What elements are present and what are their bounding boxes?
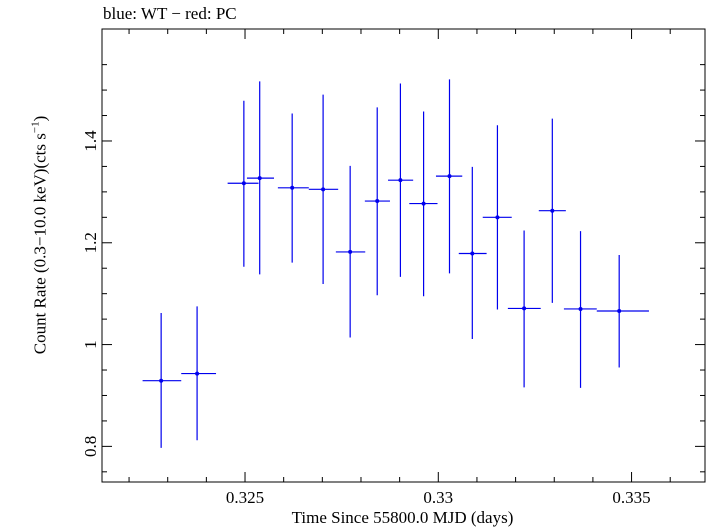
- point-marker: [257, 176, 262, 181]
- data-point: [596, 254, 649, 368]
- point-marker: [470, 251, 475, 256]
- point-marker: [241, 181, 246, 186]
- point-marker: [578, 306, 583, 311]
- point-marker: [195, 371, 200, 376]
- data-point: [181, 306, 217, 441]
- data-point: [507, 230, 541, 388]
- chart-title: blue: WT − red: PC: [103, 4, 237, 23]
- data-layer: [142, 79, 649, 448]
- x-tick-label: 0.325: [226, 488, 264, 507]
- y-tick-label: 0.8: [81, 436, 100, 457]
- y-tick-label: 1.2: [81, 232, 100, 253]
- point-marker: [375, 199, 380, 204]
- y-tick-label: 1: [81, 340, 100, 349]
- y-axis-label: Count Rate (0.3−10.0 keV)(cts s−1): [30, 116, 51, 355]
- data-point: [435, 79, 463, 274]
- point-marker: [447, 174, 452, 179]
- y-axis-label-main: Count Rate (0.3−10.0 keV)(cts s: [30, 133, 50, 355]
- point-marker: [617, 308, 622, 313]
- data-point: [458, 166, 487, 339]
- ticks-layer: 0.325 0.33 0.335 0.8 1 1.2 1.4: [81, 29, 705, 507]
- y-axis-label-superscript: −1: [29, 121, 42, 134]
- y-tick-label: 1.4: [81, 130, 100, 152]
- data-point: [246, 81, 275, 275]
- point-marker: [495, 215, 500, 220]
- y-axis-label-end: ): [30, 115, 50, 122]
- point-marker: [321, 187, 326, 192]
- x-axis-label: Time Since 55800.0 MJD (days): [291, 508, 514, 527]
- point-marker: [159, 378, 164, 383]
- point-marker: [290, 185, 295, 190]
- data-point: [308, 94, 339, 285]
- data-point: [364, 107, 390, 296]
- x-tick-label: 0.33: [423, 488, 453, 507]
- point-marker: [348, 249, 353, 254]
- data-point: [277, 113, 309, 263]
- x-tick-label: 0.335: [612, 488, 650, 507]
- data-point: [482, 125, 512, 310]
- point-marker: [398, 178, 403, 183]
- data-point: [538, 118, 566, 303]
- point-marker: [522, 306, 527, 311]
- data-point: [227, 100, 259, 267]
- data-point: [563, 231, 597, 388]
- data-point: [335, 165, 366, 338]
- plot-frame: [101, 28, 706, 483]
- point-marker: [421, 201, 426, 206]
- data-point: [409, 111, 438, 297]
- point-marker: [550, 208, 555, 213]
- data-point: [388, 83, 414, 277]
- data-point: [142, 313, 182, 448]
